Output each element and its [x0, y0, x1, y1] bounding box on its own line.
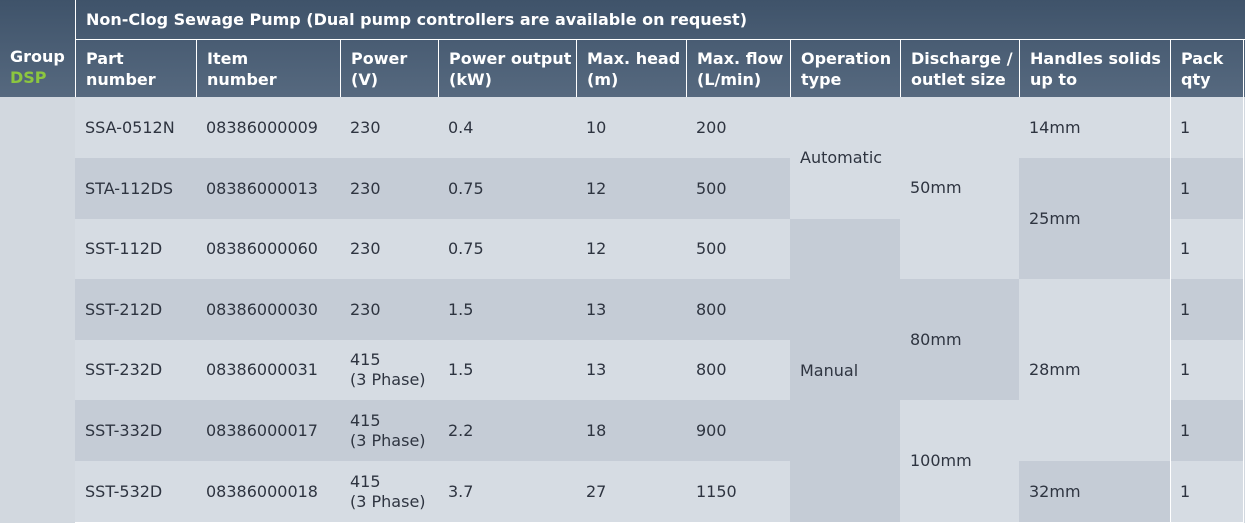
- max-flow-cell: 500: [686, 158, 791, 220]
- item-number-cell: 08386000013: [196, 158, 341, 220]
- handles-solids-cell: 25mm: [1019, 158, 1171, 280]
- power-output-cell: 0.4: [438, 97, 577, 159]
- item-number-cell: 08386000030: [196, 279, 341, 341]
- part-number-cell: SST-232D: [75, 340, 197, 401]
- group-column: [0, 97, 75, 520]
- max-flow-cell: 800: [686, 340, 791, 401]
- header-divider: [1019, 39, 1020, 97]
- header-divider: [75, 0, 76, 97]
- max-flow-cell: 1150: [686, 461, 791, 523]
- column-header-item-number: Item number: [207, 49, 277, 89]
- column-header-pack-qty: Pack qty: [1181, 49, 1224, 89]
- group-label: Group: [10, 47, 65, 66]
- operation-type-cell: Automatic: [790, 97, 901, 220]
- header-divider: [1243, 39, 1244, 97]
- item-number-cell: 08386000060: [196, 219, 341, 280]
- header-rule: [75, 39, 1245, 40]
- item-number-cell: 08386000009: [196, 97, 341, 159]
- power-cell: 415 (3 Phase): [340, 340, 439, 401]
- part-number-cell: SST-532D: [75, 461, 197, 523]
- group-label-cell: Group DSP: [10, 46, 65, 88]
- item-number-cell: 08386000031: [196, 340, 341, 401]
- header-divider: [196, 39, 197, 97]
- max-head-cell: 12: [576, 158, 687, 220]
- column-header-part-number: Part number: [86, 49, 156, 89]
- pack-qty-cell: 1: [1170, 97, 1244, 159]
- column-header-max-flow: Max. flow (L/min): [697, 49, 784, 89]
- pack-qty-cell: 1: [1170, 400, 1244, 462]
- power-output-cell: 1.5: [438, 340, 577, 401]
- table-title: Non-Clog Sewage Pump (Dual pump controll…: [86, 10, 748, 29]
- max-head-cell: 18: [576, 400, 687, 462]
- max-flow-cell: 200: [686, 97, 791, 159]
- pack-qty-cell: 1: [1170, 158, 1244, 220]
- column-header-handles-solids: Handles solids up to: [1030, 49, 1161, 89]
- max-head-cell: 12: [576, 219, 687, 280]
- part-number-cell: SSA-0512N: [75, 97, 197, 159]
- pack-qty-cell: 1: [1170, 279, 1244, 341]
- max-flow-cell: 500: [686, 219, 791, 280]
- max-head-cell: 13: [576, 340, 687, 401]
- power-cell: 230: [340, 219, 439, 280]
- header-divider: [576, 39, 577, 97]
- part-number-cell: SST-212D: [75, 279, 197, 341]
- header-divider: [790, 39, 791, 97]
- power-output-cell: 0.75: [438, 219, 577, 280]
- part-number-cell: SST-332D: [75, 400, 197, 462]
- max-head-cell: 27: [576, 461, 687, 523]
- power-output-cell: 2.2: [438, 400, 577, 462]
- pack-qty-cell: 1: [1170, 219, 1244, 280]
- part-number-cell: STA-112DS: [75, 158, 197, 220]
- item-number-cell: 08386000018: [196, 461, 341, 523]
- part-number-cell: SST-112D: [75, 219, 197, 280]
- handles-solids-cell: 28mm: [1019, 279, 1171, 462]
- column-header-operation-type: Operation type: [801, 49, 892, 89]
- discharge-cell: 50mm: [900, 97, 1020, 280]
- max-head-cell: 10: [576, 97, 687, 159]
- column-header-power: Power (V): [351, 49, 408, 89]
- discharge-cell: 100mm: [900, 400, 1020, 523]
- column-header-max-head: Max. head (m): [587, 49, 681, 89]
- power-output-cell: 1.5: [438, 279, 577, 341]
- table-header: [0, 0, 1245, 97]
- discharge-cell: 80mm: [900, 279, 1020, 401]
- handles-solids-cell: 14mm: [1019, 97, 1171, 159]
- column-header-discharge: Discharge / outlet size: [911, 49, 1013, 89]
- power-cell: 415 (3 Phase): [340, 400, 439, 462]
- power-cell: 230: [340, 279, 439, 341]
- power-cell: 230: [340, 158, 439, 220]
- max-flow-cell: 800: [686, 279, 791, 341]
- header-divider: [340, 39, 341, 97]
- power-cell: 230: [340, 97, 439, 159]
- header-divider: [686, 39, 687, 97]
- item-number-cell: 08386000017: [196, 400, 341, 462]
- power-output-cell: 3.7: [438, 461, 577, 523]
- power-cell: 415 (3 Phase): [340, 461, 439, 523]
- pack-qty-cell: 1: [1170, 461, 1244, 523]
- header-divider: [438, 39, 439, 97]
- group-code: DSP: [10, 68, 47, 87]
- column-header-power-output: Power output (kW): [449, 49, 572, 89]
- header-divider: [900, 39, 901, 97]
- handles-solids-cell: 32mm: [1019, 461, 1171, 523]
- operation-type-cell: Manual: [790, 219, 901, 523]
- power-output-cell: 0.75: [438, 158, 577, 220]
- header-divider: [1170, 39, 1171, 97]
- max-head-cell: 13: [576, 279, 687, 341]
- max-flow-cell: 900: [686, 400, 791, 462]
- pack-qty-cell: 1: [1170, 340, 1244, 401]
